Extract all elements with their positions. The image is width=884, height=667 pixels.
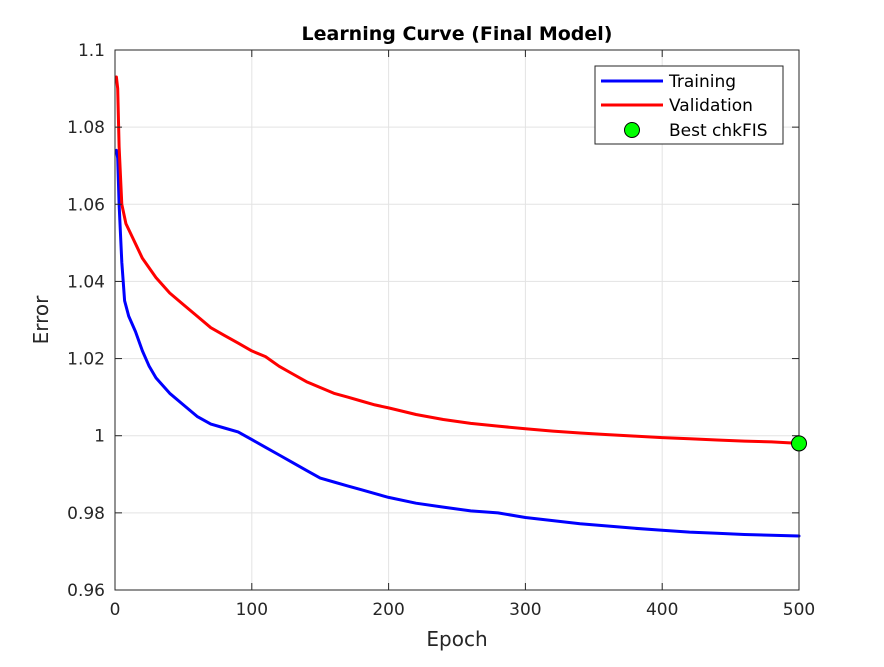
y-tick-label: 0.98 (67, 504, 105, 524)
y-tick-label: 1.1 (78, 41, 105, 61)
y-tick-label: 1.02 (67, 350, 105, 370)
legend-training-label: Training (668, 72, 736, 92)
x-tick-label: 200 (372, 600, 404, 620)
y-axis-label: Error (29, 295, 53, 345)
y-tick-label: 1 (94, 427, 105, 447)
series-layer (114, 75, 801, 538)
marker-layer (791, 435, 807, 452)
x-tick-label: 500 (783, 600, 815, 620)
legend: Training Validation Best chkFIS (594, 65, 784, 145)
y-tick-label: 1.06 (67, 195, 105, 215)
legend-validation-label: Validation (669, 96, 753, 116)
x-tick-label: 0 (110, 600, 121, 620)
best-chkfis-marker (791, 435, 807, 452)
x-tick-label: 400 (646, 600, 678, 620)
y-tick-label: 1.08 (67, 118, 105, 138)
series-line-training (114, 148, 801, 538)
axis-ticks: 0 100 200 300 400 500 0.96 0.98 1 1.02 1.04 1.06 1.0… (67, 41, 815, 620)
y-tick-label: 1.04 (67, 272, 105, 292)
x-axis-label: Epoch (426, 627, 487, 651)
x-tick-label: 300 (509, 600, 541, 620)
y-tick-label: 0.96 (67, 581, 105, 601)
series-line-validation (114, 75, 801, 445)
plot-frame (114, 49, 800, 591)
chart-title: Learning Curve (Final Model) (302, 23, 613, 45)
legend-best-marker (624, 122, 640, 138)
x-tick-label: 100 (236, 600, 268, 620)
legend-best-label: Best chkFIS (669, 121, 768, 141)
